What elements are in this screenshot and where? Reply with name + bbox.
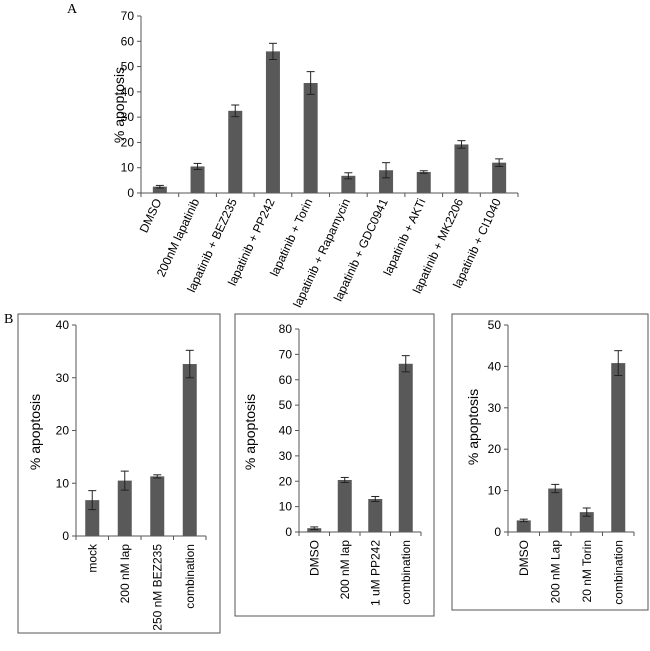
- bar: [337, 479, 352, 532]
- y-tick-label: 40: [488, 359, 502, 373]
- y-tick-label: 40: [279, 424, 293, 438]
- y-tick-label: 30: [488, 401, 502, 415]
- y-tick-label: 40: [56, 318, 70, 332]
- y-tick-label: 50: [279, 398, 293, 412]
- bar: [548, 488, 563, 532]
- y-tick-label: 10: [121, 161, 135, 175]
- y-tick-label: 60: [121, 34, 135, 48]
- bar: [150, 476, 165, 536]
- y-tick-label: 70: [279, 347, 293, 361]
- y-tick-label: 50: [488, 318, 502, 332]
- y-tick-label: 60: [279, 373, 293, 387]
- y-tick-label: 20: [121, 135, 135, 149]
- bar: [579, 512, 594, 532]
- y-tick-label: 20: [488, 442, 502, 456]
- x-tick-label: combination: [183, 544, 197, 609]
- x-tick-label: DMSO: [307, 540, 321, 576]
- y-tick-label: 30: [121, 110, 135, 124]
- bar: [398, 363, 413, 532]
- y-tick-label: 0: [285, 525, 292, 539]
- y-tick-label: 0: [127, 186, 134, 200]
- bar: [611, 363, 626, 532]
- chart-panel-b1: 0 10 20 30 40 % apoptosis mock 200 nM lap 250 nM…: [27, 318, 207, 631]
- y-axis-title: % apoptosis: [465, 389, 481, 465]
- bar: [307, 528, 322, 532]
- chart-panel-b3: 0 10 20 30 40 50 % apoptosis DMSO 200 nM Lap 20 n…: [465, 318, 635, 605]
- bar: [182, 364, 197, 536]
- y-tick-label: 20: [279, 474, 293, 488]
- bar: [85, 500, 100, 536]
- bar: [190, 166, 205, 193]
- bar: [454, 144, 469, 193]
- y-tick-label: 10: [56, 476, 70, 490]
- y-tick-label: 30: [279, 449, 293, 463]
- x-tick-label: 20 nM Torin: [580, 540, 594, 602]
- x-tick-label: mock: [85, 543, 99, 573]
- y-tick-label: 50: [121, 60, 135, 74]
- x-tick-label: combination: [399, 540, 413, 605]
- y-axis-title: % apoptosis: [111, 67, 127, 143]
- bar: [516, 520, 531, 532]
- bar: [152, 186, 167, 193]
- y-tick-label: 40: [121, 85, 135, 99]
- x-tick-label: 200 nM Lap: [548, 540, 562, 604]
- bar: [341, 175, 356, 193]
- x-tick-label: DMSO: [517, 540, 531, 576]
- y-axis-title: % apoptosis: [27, 394, 43, 470]
- x-tick-label: DMSO: [137, 196, 165, 235]
- y-tick-label: 80: [279, 322, 293, 336]
- bar: [416, 172, 431, 193]
- bar: [117, 480, 132, 536]
- bar: [492, 162, 507, 193]
- bar: [303, 83, 318, 193]
- bar: [379, 170, 394, 193]
- x-tick-label: combination: [611, 540, 625, 605]
- panel-b1-frame: [17, 313, 221, 634]
- bar: [368, 499, 383, 532]
- bar: [228, 110, 243, 193]
- y-axis-title: % apoptosis: [242, 394, 258, 470]
- x-tick-label: 250 nM BEZ235: [150, 544, 164, 631]
- y-tick-label: 30: [56, 371, 70, 385]
- x-tick-label: 200 nM lap: [338, 540, 352, 600]
- x-tick-label: 200 nM lap: [118, 544, 132, 604]
- panel-label-a: A: [67, 2, 78, 17]
- panel-label-b: B: [4, 312, 13, 327]
- bar: [265, 51, 280, 194]
- y-tick-label: 20: [56, 424, 70, 438]
- y-tick-label: 0: [62, 529, 69, 543]
- y-tick-label: 10: [279, 500, 293, 514]
- y-tick-label: 0: [494, 525, 501, 539]
- panel-b2-frame: [234, 313, 435, 617]
- x-tick-label: 1 uM PP242: [368, 540, 382, 606]
- y-tick-label: 10: [488, 484, 502, 498]
- panel-b3-frame: [451, 313, 649, 611]
- y-tick-label: 70: [121, 9, 135, 23]
- chart-panel-b2: 0 10 20 30 40 50 60 70 80 % apoptosis DMSO 200 nM l…: [242, 322, 422, 606]
